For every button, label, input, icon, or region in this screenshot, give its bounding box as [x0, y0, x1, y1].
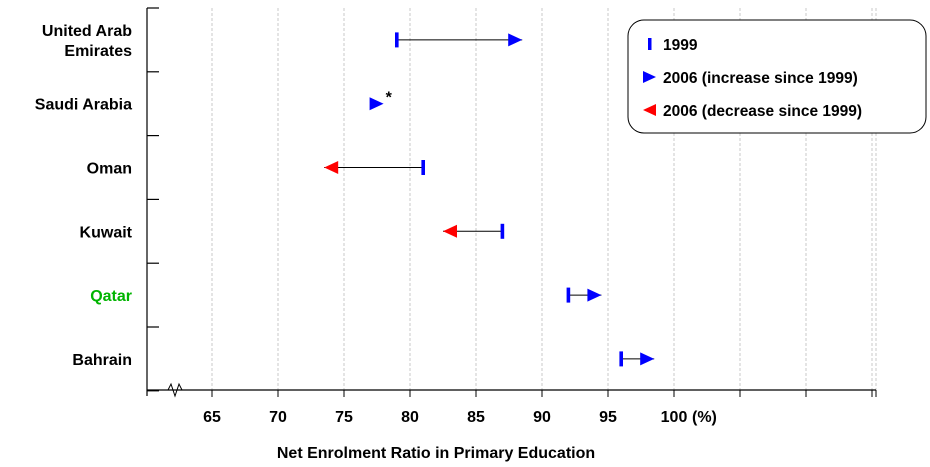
marker-1999 — [566, 287, 571, 303]
legend-item-increase: 2006 (increase since 1999) — [643, 70, 858, 87]
x-tick-label: 70 — [269, 409, 287, 426]
legend-label: 2006 (increase since 1999) — [663, 70, 858, 87]
category-label: Qatar — [90, 288, 132, 305]
category-label: United Arab — [42, 23, 132, 40]
marker-2006-decrease — [443, 224, 457, 238]
x-tick-label: 95 — [599, 409, 617, 426]
axis-break-icon — [167, 382, 183, 398]
data-row-oman — [324, 160, 425, 175]
x-tick-label: 75 — [335, 409, 353, 426]
x-tick-label: 80 — [401, 409, 419, 426]
marker-2006-decrease — [324, 161, 339, 174]
data-row-kuwait — [443, 223, 505, 239]
legend-item-1999: 1999 — [648, 37, 698, 54]
data-row-bahrain — [619, 351, 655, 367]
category-label: Oman — [87, 161, 132, 178]
note-asterisk: * — [386, 90, 393, 107]
data-row-saudi-arabia: * — [369, 90, 393, 111]
marker-2006-increase — [369, 97, 384, 111]
legend-box — [627, 19, 927, 134]
data-row-united-arab-emirates — [395, 32, 523, 48]
axes: 65 70 75 80 85 90 95 100 (%) — [146, 7, 877, 426]
marker-2006-increase — [587, 288, 602, 302]
category-label: Kuwait — [80, 224, 133, 241]
legend-item-decrease: 2006 (decrease since 1999) — [643, 103, 862, 120]
legend-triangle-right-icon — [643, 71, 656, 83]
grid-lines — [211, 8, 877, 390]
data-row-qatar — [566, 287, 602, 303]
category-label: Emirates — [64, 43, 132, 60]
legend-label: 1999 — [663, 37, 698, 54]
x-tick-label: 100 — [661, 409, 688, 426]
marker-2006-increase — [640, 352, 655, 366]
marker-2006-increase — [508, 33, 523, 47]
x-tick-label: 65 — [203, 409, 221, 426]
legend-label: 2006 (decrease since 1999) — [663, 103, 862, 120]
legend-bar-icon — [648, 38, 652, 50]
legend: 1999 2006 (increase since 1999) 2006 (decr… — [627, 19, 927, 134]
data-marks: * — [324, 32, 655, 367]
x-axis-title: Net Enrolment Ratio in Primary Education — [277, 445, 595, 462]
category-label: Bahrain — [72, 352, 132, 369]
category-label: Saudi Arabia — [35, 97, 132, 114]
marker-1999 — [619, 351, 623, 367]
category-labels: United Arab Emirates Saudi Arabia Oman Kuwai… — [35, 23, 133, 369]
marker-1999 — [421, 160, 425, 175]
marker-1999 — [395, 32, 399, 48]
x-tick-label: 90 — [533, 409, 551, 426]
legend-triangle-left-icon — [643, 104, 656, 116]
x-tick-label: 85 — [467, 409, 485, 426]
marker-1999 — [500, 223, 505, 239]
x-unit-label: (%) — [692, 409, 717, 426]
